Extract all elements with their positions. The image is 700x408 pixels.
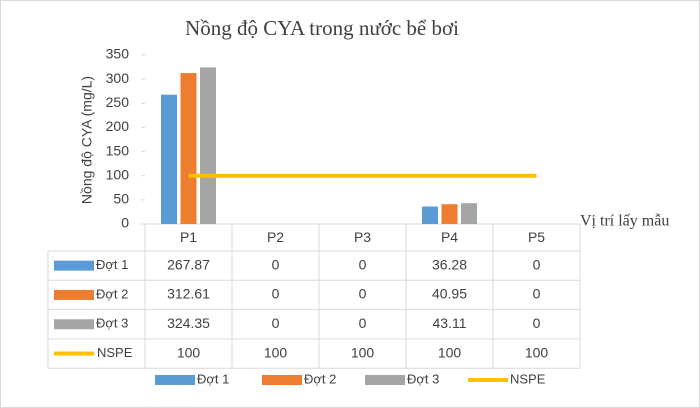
legend-label: Đợt 1: [197, 371, 229, 386]
y-tick-label: 0: [121, 215, 129, 231]
table-legend-key: [54, 260, 94, 271]
table-series-name: Đợt 3: [96, 316, 128, 331]
table-value: 267.87: [167, 256, 210, 272]
bar: [461, 203, 477, 224]
legend-label: Đợt 2: [304, 371, 336, 386]
table-series-name: Đợt 1: [96, 257, 128, 272]
table-value: 40.95: [432, 286, 467, 302]
bar: [161, 94, 177, 224]
table-value: 100: [525, 344, 549, 360]
legend-key: [155, 375, 195, 385]
y-tick-label: 100: [106, 166, 130, 182]
table-series-name: NSPE: [97, 345, 133, 360]
table-value: 0: [272, 315, 280, 331]
bar: [180, 73, 197, 224]
table-value: 0: [533, 286, 541, 302]
y-tick-label: 50: [113, 191, 129, 207]
y-tick-label: 300: [106, 70, 130, 86]
table-value: 0: [272, 256, 280, 272]
table-value: 100: [177, 344, 201, 360]
table-value: 100: [351, 344, 375, 360]
table-series-name: Đợt 2: [96, 286, 128, 301]
x-axis-label: Vị trí lấy mẫu: [580, 213, 669, 230]
y-tick-label: 150: [106, 142, 130, 158]
table-value: 100: [438, 344, 462, 360]
legend-label: NSPE: [510, 371, 546, 386]
bar: [200, 67, 216, 224]
table-value: 0: [359, 315, 367, 331]
table-value: 0: [533, 256, 541, 272]
table-value: 0: [359, 286, 367, 302]
x-tick-label: P5: [528, 229, 545, 245]
bar: [422, 206, 438, 224]
legend-key: [365, 375, 405, 385]
table-value: 312.61: [167, 286, 210, 302]
x-tick-label: P4: [441, 229, 458, 245]
table-legend-key: [54, 319, 94, 330]
y-tick-label: 200: [106, 118, 130, 134]
legend-label: Đợt 3: [407, 371, 439, 386]
table-value: 324.35: [167, 315, 210, 331]
table-value: 0: [359, 256, 367, 272]
table-value: 0: [533, 315, 541, 331]
y-axis-label: Nồng độ CYA (mg/L): [79, 76, 95, 204]
table-value: 43.11: [433, 315, 467, 331]
x-tick-label: P1: [180, 229, 197, 245]
x-tick-label: P3: [354, 229, 371, 245]
bar: [441, 204, 458, 224]
table-value: 100: [264, 344, 288, 360]
table-value: 36.28: [432, 256, 467, 272]
table-legend-key: [54, 289, 94, 300]
y-tick-label: 350: [106, 46, 130, 62]
chart-title: Nồng độ CYA trong nước bể bơi: [185, 16, 459, 40]
x-tick-label: P2: [267, 229, 284, 245]
legend-key: [262, 375, 302, 385]
y-tick-label: 250: [106, 94, 130, 110]
table-value: 0: [272, 286, 280, 302]
